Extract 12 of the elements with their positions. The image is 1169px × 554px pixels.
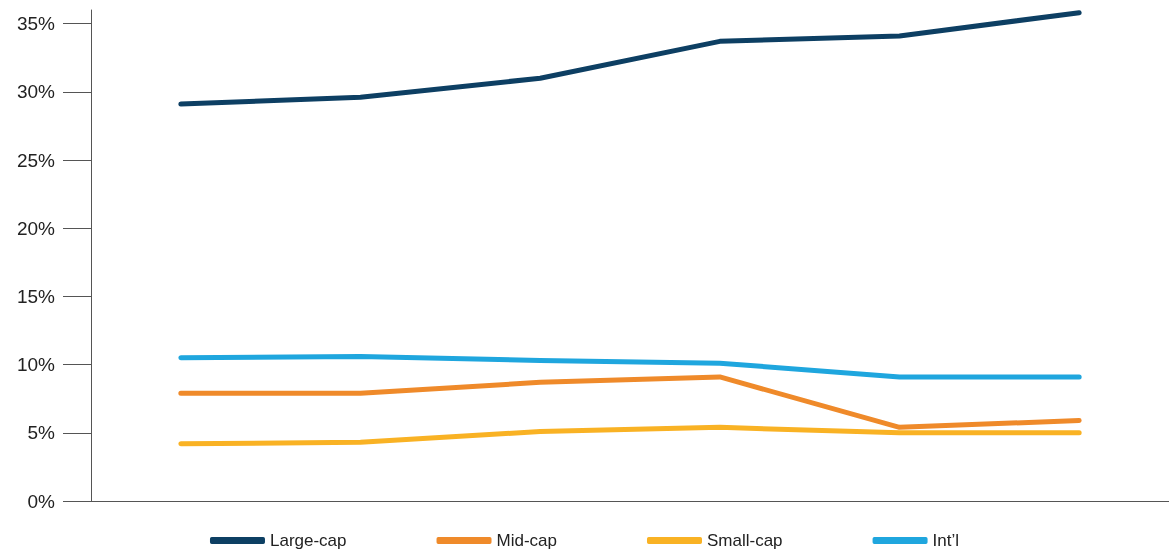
y-tick-label: 25% — [16, 149, 56, 171]
y-tick-label: 20% — [16, 217, 56, 239]
y-tick-label: 5% — [27, 422, 56, 444]
legend-label: Large-cap — [269, 531, 347, 550]
y-tick-label: 35% — [16, 13, 56, 35]
y-tick-label: 15% — [16, 285, 56, 307]
y-tick-label: 30% — [16, 81, 56, 103]
legend-label: Mid-cap — [496, 531, 557, 550]
legend-label: Int’l — [932, 531, 960, 550]
legend-label: Small-cap — [706, 531, 783, 550]
y-tick-label: 0% — [27, 490, 56, 512]
y-tick-label: 10% — [16, 354, 56, 376]
